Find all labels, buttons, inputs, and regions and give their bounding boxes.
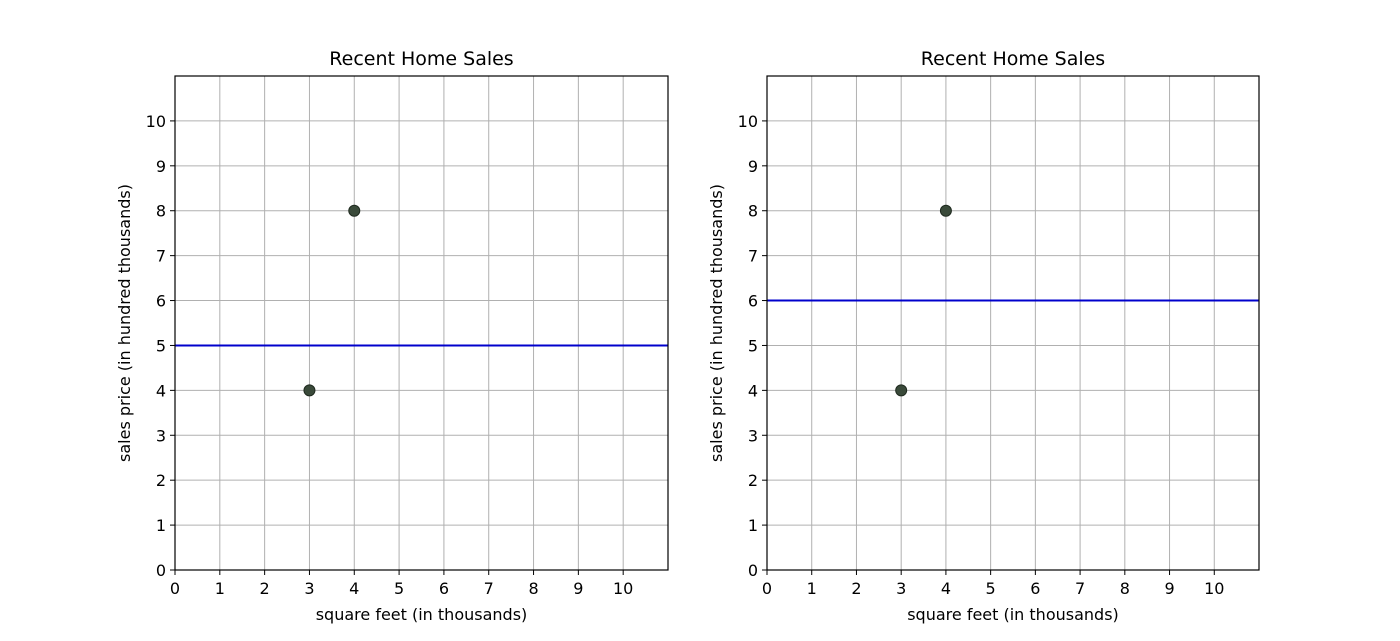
- y-tick-label: 3: [748, 426, 758, 445]
- x-tick-label: 3: [896, 579, 906, 598]
- y-tick-label: 1: [748, 516, 758, 535]
- y-tick-label: 0: [748, 561, 758, 580]
- chart-title: Recent Home Sales: [921, 48, 1105, 70]
- y-tick-label: 10: [738, 112, 758, 131]
- tick-labels: 0 1 2 3 4 5 6 7 8 9 10 0 1 2 3 4 5 6 7 8 9 10: [738, 112, 1225, 598]
- y-tick-label: 7: [748, 247, 758, 266]
- x-tick-label: 7: [484, 579, 494, 598]
- tick-marks: [762, 120, 1215, 575]
- x-tick-label: 7: [1075, 579, 1085, 598]
- y-axis-label: sales price (in hundred thousands): [115, 184, 134, 462]
- data-point: [348, 204, 361, 217]
- y-axis-label: sales price (in hundred thousands): [707, 184, 726, 462]
- x-tick-label: 8: [1120, 579, 1130, 598]
- x-tick-label: 5: [394, 579, 404, 598]
- y-tick-label: 3: [156, 426, 166, 445]
- plot-frame: [766, 75, 1260, 571]
- x-tick-label: 0: [170, 579, 180, 598]
- x-tick-label: 9: [1164, 579, 1174, 598]
- y-tick-label: 4: [156, 381, 166, 400]
- tick-labels: 0 1 2 3 4 5 6 7 8 9 10 0 1 2 3 4 5 6 7 8 9 10: [146, 112, 634, 598]
- y-tick-label: 6: [748, 292, 758, 311]
- data-point: [895, 384, 908, 397]
- x-tick-label: 4: [349, 579, 359, 598]
- y-tick-label: 5: [748, 336, 758, 355]
- x-axis-label: square feet (in thousands): [907, 605, 1119, 624]
- x-tick-label: 0: [762, 579, 772, 598]
- x-tick-label: 10: [1204, 579, 1224, 598]
- x-tick-label: 8: [528, 579, 538, 598]
- x-tick-label: 9: [573, 579, 583, 598]
- tick-marks: [170, 120, 624, 575]
- y-tick-label: 9: [156, 157, 166, 176]
- x-tick-label: 1: [215, 579, 225, 598]
- y-tick-label: 7: [156, 247, 166, 266]
- chart-title: Recent Home Sales: [329, 48, 513, 70]
- x-tick-label: 3: [304, 579, 314, 598]
- data-point: [303, 384, 316, 397]
- x-tick-label: 2: [260, 579, 270, 598]
- scatter-points: [895, 204, 952, 397]
- data-point: [939, 204, 952, 217]
- plot-frame: [174, 75, 669, 571]
- y-tick-label: 2: [748, 471, 758, 490]
- x-tick-label: 6: [439, 579, 449, 598]
- y-tick-label: 1: [156, 516, 166, 535]
- x-tick-label: 4: [941, 579, 951, 598]
- chart-right: 0 1 2 3 4 5 6 7 8 9 10 0 1 2 3 4 5 6 7 8 9 10 Recent Home Sal…: [707, 48, 1260, 624]
- grid-lines: [766, 76, 1259, 571]
- y-tick-label: 2: [156, 471, 166, 490]
- scatter-points: [303, 204, 361, 397]
- y-tick-label: 10: [146, 112, 166, 131]
- y-tick-label: 4: [748, 381, 758, 400]
- x-tick-label: 5: [986, 579, 996, 598]
- y-tick-label: 0: [156, 561, 166, 580]
- y-tick-label: 9: [748, 157, 758, 176]
- x-axis-label: square feet (in thousands): [316, 605, 528, 624]
- x-tick-label: 2: [851, 579, 861, 598]
- chart-left: 0 1 2 3 4 5 6 7 8 9 10 0 1 2 3 4 5 6 7 8 9 10 Recent Home Sal…: [115, 48, 669, 624]
- grid-lines: [174, 76, 668, 571]
- x-tick-label: 1: [807, 579, 817, 598]
- x-tick-label: 6: [1030, 579, 1040, 598]
- y-tick-label: 5: [156, 336, 166, 355]
- y-tick-label: 8: [156, 202, 166, 221]
- y-tick-label: 8: [748, 202, 758, 221]
- x-tick-label: 10: [613, 579, 633, 598]
- y-tick-label: 6: [156, 292, 166, 311]
